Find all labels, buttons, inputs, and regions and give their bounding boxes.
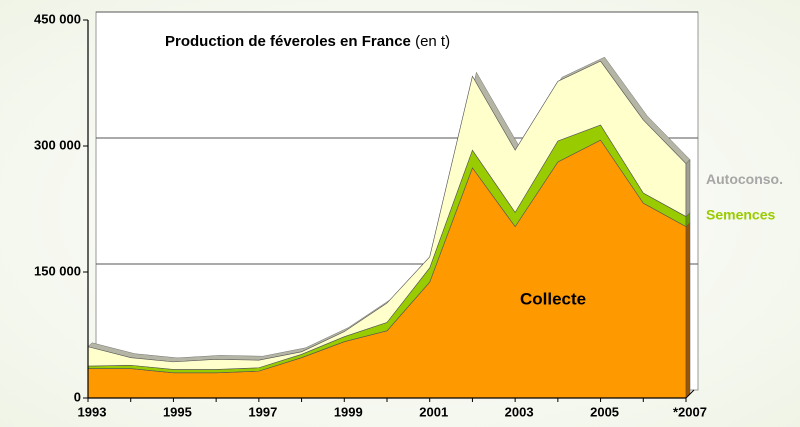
x-tick-label: 1997	[248, 404, 277, 419]
x-tick-label: *2007	[673, 404, 707, 419]
y-tick-label: 300 000	[34, 137, 81, 152]
plot: 0 150 000 300 000 450 000 Semences Autoconso.…	[34, 11, 783, 419]
x-tick-label: 2005	[590, 404, 619, 419]
x-tick-label: 2003	[505, 404, 534, 419]
area-side	[685, 222, 691, 399]
area-side	[685, 159, 691, 218]
y-tick-label: 150 000	[34, 263, 81, 278]
x-tick-label: 1999	[334, 404, 363, 419]
y-tick-label: 0	[74, 389, 81, 404]
x-tick-label: 2001	[419, 404, 448, 419]
x-tick-label: 1995	[163, 404, 192, 419]
x-tick-label: 1993	[78, 404, 107, 419]
unit-text: (en t)	[415, 33, 450, 50]
title-text: Production de féveroles en France	[165, 33, 411, 50]
chart-title: Production de féveroles en France (en t)	[165, 33, 450, 50]
legend-label: Semences	[706, 206, 775, 222]
legend-label: Autoconso.	[706, 171, 783, 187]
area-label: Collecte	[520, 289, 586, 308]
x-axis-depth	[685, 389, 695, 399]
y-tick-label: 450 000	[34, 11, 81, 26]
